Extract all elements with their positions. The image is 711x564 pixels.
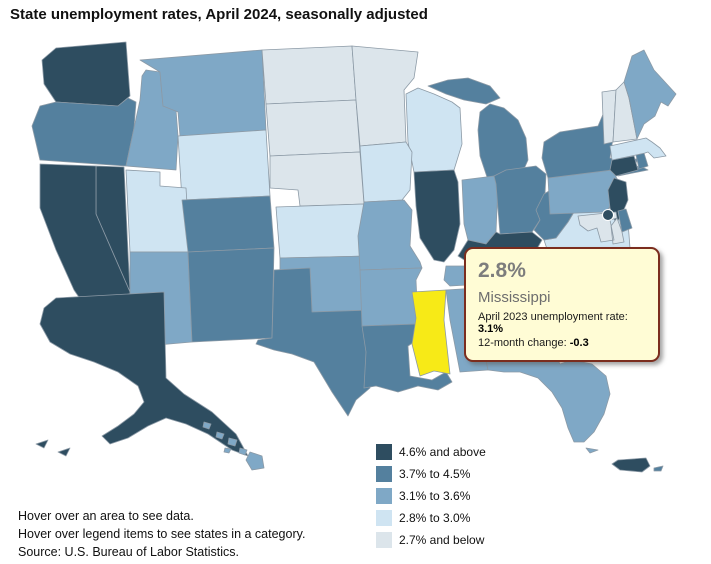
- state-kansas[interactable]: [275, 203, 369, 259]
- legend-label-4: 2.8% to 3.0%: [399, 511, 471, 525]
- tooltip-prior-rate-value: 3.1%: [478, 323, 504, 335]
- legend-item-3[interactable]: 3.1% to 3.6%: [376, 485, 486, 507]
- state-illinois[interactable]: [413, 169, 461, 263]
- tooltip-prior-rate: April 2023 unemployment rate: 3.1%: [478, 311, 648, 335]
- state-minnesota[interactable]: [351, 45, 419, 147]
- state-north-dakota[interactable]: [261, 45, 357, 105]
- state-oregon[interactable]: [31, 97, 137, 167]
- state-hawaii[interactable]: [202, 421, 265, 471]
- legend-swatch-4: [376, 510, 392, 526]
- state-alaska[interactable]: [35, 291, 249, 457]
- territory-us-virgin-islands[interactable]: [653, 465, 664, 472]
- state-texas[interactable]: [255, 267, 375, 417]
- legend-item-1[interactable]: 4.6% and above: [376, 441, 486, 463]
- legend-item-4[interactable]: 2.8% to 3.0%: [376, 507, 486, 529]
- footnote-hover-area: Hover over an area to see data.: [18, 509, 194, 523]
- territory-puerto-rico[interactable]: [611, 457, 651, 473]
- state-utah[interactable]: [125, 169, 191, 253]
- state-nebraska[interactable]: [269, 151, 365, 207]
- tooltip-change-value: -0.3: [569, 337, 589, 349]
- state-michigan[interactable]: [427, 77, 529, 181]
- state-district-of-columbia[interactable]: [602, 209, 614, 221]
- state-washington[interactable]: [41, 41, 131, 107]
- page-title: State unemployment rates, April 2024, se…: [10, 6, 428, 23]
- tooltip-change: 12-month change: -0.3: [478, 337, 648, 349]
- legend-item-5[interactable]: 2.7% and below: [376, 529, 486, 551]
- map-legend: 4.6% and above 3.7% to 4.5% 3.1% to 3.6%…: [376, 441, 486, 551]
- footnote-hover-legend: Hover over legend items to see states in…: [18, 527, 306, 541]
- state-indiana[interactable]: [461, 175, 499, 245]
- map-tooltip: 2.8% Mississippi April 2023 unemployment…: [464, 247, 660, 362]
- tooltip-change-label: 12-month change:: [478, 337, 570, 349]
- state-florida[interactable]: [485, 355, 611, 454]
- state-missouri[interactable]: [357, 199, 423, 271]
- state-colorado[interactable]: [181, 195, 275, 253]
- state-south-dakota[interactable]: [265, 99, 361, 157]
- legend-label-2: 3.7% to 4.5%: [399, 467, 471, 481]
- legend-swatch-1: [376, 444, 392, 460]
- state-mississippi[interactable]: [411, 289, 451, 377]
- state-maine[interactable]: [623, 49, 677, 140]
- legend-label-1: 4.6% and above: [399, 445, 486, 459]
- state-wyoming[interactable]: [177, 129, 271, 201]
- tooltip-prior-rate-label: April 2023 unemployment rate:: [478, 311, 628, 323]
- legend-item-2[interactable]: 3.7% to 4.5%: [376, 463, 486, 485]
- tooltip-state-name: Mississippi: [478, 289, 551, 306]
- legend-swatch-3: [376, 488, 392, 504]
- map-footnotes: Hover over an area to see data. Hover ov…: [18, 507, 305, 561]
- state-wisconsin[interactable]: [405, 87, 463, 173]
- state-massachusetts[interactable]: [609, 137, 667, 161]
- state-iowa[interactable]: [359, 141, 413, 203]
- legend-label-5: 2.7% and below: [399, 533, 485, 547]
- legend-label-3: 3.1% to 3.6%: [399, 489, 471, 503]
- footnote-source: Source: U.S. Bureau of Labor Statistics.: [18, 545, 239, 559]
- state-connecticut[interactable]: [609, 155, 639, 177]
- state-delaware[interactable]: [617, 208, 633, 233]
- legend-swatch-5: [376, 532, 392, 548]
- legend-swatch-2: [376, 466, 392, 482]
- tooltip-rate: 2.8%: [478, 259, 526, 282]
- state-new-mexico[interactable]: [187, 247, 275, 343]
